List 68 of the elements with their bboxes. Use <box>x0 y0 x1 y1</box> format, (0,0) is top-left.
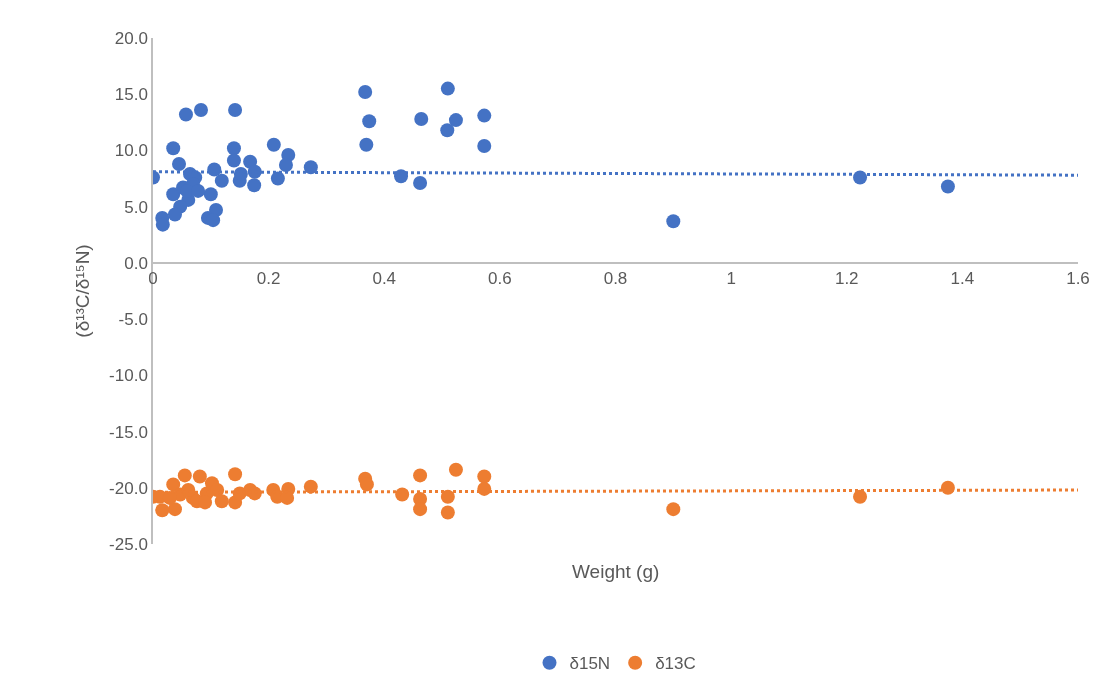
point <box>172 156 187 171</box>
point <box>191 183 206 198</box>
point <box>214 173 229 188</box>
point <box>178 107 193 122</box>
x-tick-label: 1.6 <box>1066 269 1090 289</box>
point <box>166 187 181 202</box>
point <box>226 141 241 156</box>
point <box>477 138 492 153</box>
point <box>228 102 243 117</box>
point <box>226 153 241 168</box>
point <box>940 179 955 194</box>
point <box>853 489 868 504</box>
point <box>358 84 373 99</box>
point <box>303 160 318 175</box>
legend-label: δ13C <box>655 654 696 674</box>
y-tick-label: -20.0 <box>109 478 148 498</box>
x-tick-label: 1.4 <box>950 269 975 289</box>
point <box>192 469 207 484</box>
point <box>448 462 463 477</box>
y-tick-label: -5.0 <box>118 310 148 330</box>
point <box>167 502 182 517</box>
point <box>666 214 681 229</box>
point <box>193 102 208 117</box>
y-tick-label: -10.0 <box>109 366 148 386</box>
point <box>166 477 181 492</box>
point <box>155 503 170 518</box>
x-tick-label: 0.4 <box>372 269 397 289</box>
y-tick-label: -15.0 <box>109 422 148 442</box>
legend-label: δ15N <box>569 654 611 674</box>
y-axis-title: (δ¹³C/δ¹⁵N) <box>72 244 94 338</box>
x-tick-label: 1 <box>726 269 736 289</box>
point <box>359 477 374 492</box>
point <box>266 137 281 152</box>
point <box>167 207 182 222</box>
x-tick-label: 0.8 <box>603 269 628 289</box>
y-tick-label: -25.0 <box>109 534 148 554</box>
point <box>362 114 377 129</box>
point <box>228 467 243 482</box>
point <box>413 176 428 191</box>
point <box>414 111 429 126</box>
point <box>440 489 455 504</box>
x-tick-label: 1.2 <box>834 269 859 289</box>
x-tick-label: 0.2 <box>256 269 281 289</box>
point <box>448 113 463 128</box>
y-tick-label: 10.0 <box>114 141 148 161</box>
y-tick-label: 5.0 <box>124 197 148 217</box>
point <box>270 171 285 186</box>
x-axis-title: Weight (g) <box>572 561 660 582</box>
point <box>477 108 492 123</box>
x-tick-label: 0.6 <box>488 269 512 289</box>
point <box>203 187 218 202</box>
y-tick-label: 20.0 <box>114 28 148 48</box>
x-tick-label: 0 <box>148 269 158 289</box>
point <box>413 468 428 483</box>
point <box>214 494 229 509</box>
point <box>440 81 455 96</box>
point <box>477 469 492 484</box>
point <box>166 141 181 156</box>
point <box>666 502 681 517</box>
point <box>440 505 455 520</box>
point <box>278 158 293 173</box>
point <box>413 502 428 517</box>
point <box>247 178 262 193</box>
point <box>359 137 374 152</box>
point <box>177 468 192 483</box>
y-tick-label: 15.0 <box>114 85 148 105</box>
y-tick-label: 0.0 <box>124 253 148 273</box>
point <box>440 123 455 138</box>
